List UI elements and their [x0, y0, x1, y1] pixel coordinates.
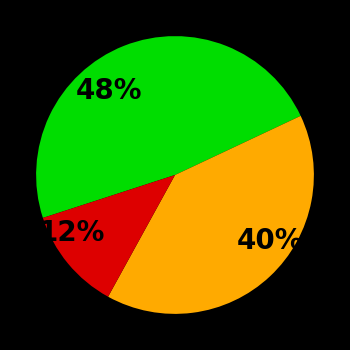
Text: 12%: 12% [39, 218, 105, 246]
Wedge shape [108, 116, 314, 314]
Wedge shape [36, 36, 301, 218]
Text: 40%: 40% [237, 227, 303, 255]
Wedge shape [43, 175, 175, 297]
Text: 48%: 48% [75, 77, 142, 105]
